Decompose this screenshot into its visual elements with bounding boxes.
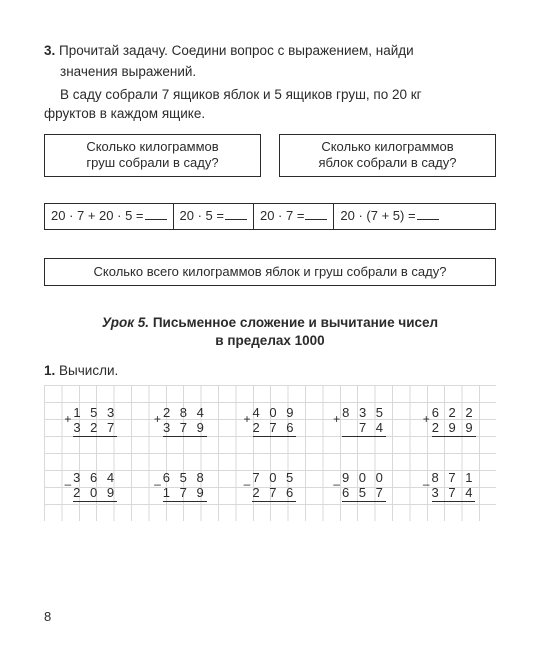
operand-top: 6 5 8 <box>163 471 207 486</box>
operands: 8 7 13 7 4 <box>432 471 476 503</box>
operand-bottom: 2 7 6 <box>252 486 296 503</box>
arithmetic-problem: –6 5 81 7 9 <box>154 471 207 503</box>
page-number: 8 <box>44 608 51 626</box>
problems-container: +1 5 33 2 7+2 8 43 7 9+4 0 92 7 6+8 3 57… <box>44 385 496 521</box>
operand-top: 7 0 5 <box>252 471 296 486</box>
expressions-row: 20 · 7 + 20 · 5 = 20 · 5 = 20 · 7 = 20 ·… <box>44 203 496 229</box>
expr-cell-3: 20 · 7 = <box>254 204 334 228</box>
q2-line1: Сколько килограммов <box>286 139 489 156</box>
expr-cell-2: 20 · 5 = <box>174 204 254 228</box>
question-box-total: Сколько всего килограммов яблок и груш с… <box>44 258 496 286</box>
operand-bottom: 3 7 9 <box>163 421 207 438</box>
operation-sign: – <box>244 471 253 492</box>
q2-line2: яблок собрали в саду? <box>286 155 489 172</box>
task3-problem-line2: фруктов в каждом ящике. <box>44 105 496 124</box>
task3-number: 3. <box>44 43 55 58</box>
page: 3. Прочитай задачу. Соедини вопрос с выр… <box>0 0 540 648</box>
operand-top: 3 6 4 <box>73 471 117 486</box>
q1-line1: Сколько килограммов <box>51 139 254 156</box>
arithmetic-problem: –7 0 52 7 6 <box>244 471 297 503</box>
operation-sign: + <box>64 406 73 427</box>
task3-instruction-text: Прочитай задачу. Соедини вопрос с выраже… <box>59 43 414 58</box>
arithmetic-problem: –3 6 42 0 9 <box>64 471 117 503</box>
operand-bottom: 6 5 7 <box>342 486 386 503</box>
operand-top: 4 0 9 <box>253 406 297 421</box>
expr2-blank[interactable] <box>225 219 247 220</box>
operands: 6 5 81 7 9 <box>163 471 207 503</box>
q3-text: Сколько всего килограммов яблок и груш с… <box>94 264 447 279</box>
operands: 9 0 06 5 7 <box>342 471 386 503</box>
arithmetic-problem: +2 8 43 7 9 <box>154 406 207 438</box>
operand-bottom: 3 7 4 <box>432 486 476 503</box>
expr1-blank[interactable] <box>145 219 167 220</box>
expr3-text: 20 · 7 = <box>260 208 304 223</box>
operand-top: 2 8 4 <box>163 406 207 421</box>
arithmetic-problem: –9 0 06 5 7 <box>333 471 386 503</box>
arithmetic-problem: –8 7 13 7 4 <box>423 471 476 503</box>
task1-heading: 1. Вычисли. <box>44 362 496 381</box>
operation-sign: + <box>423 406 432 427</box>
operand-top: 8 3 5 <box>342 406 386 421</box>
operands: 3 6 42 0 9 <box>73 471 117 503</box>
operand-top: 6 2 2 <box>432 406 476 421</box>
lesson-prefix: Урок 5. <box>102 315 149 330</box>
lesson-line1: Письменное сложение и вычитание чисел <box>149 315 438 330</box>
arithmetic-problem: +4 0 92 7 6 <box>244 406 297 438</box>
expr-cell-1: 20 · 7 + 20 · 5 = <box>45 204 174 228</box>
operands: 6 2 22 9 9 <box>432 406 476 438</box>
expr-cell-4: 20 · (7 + 5) = <box>334 204 444 228</box>
expr1-text: 20 · 7 + 20 · 5 = <box>51 208 144 223</box>
operation-sign: – <box>154 471 163 492</box>
task1-number: 1. <box>44 363 55 378</box>
operation-sign: + <box>154 406 163 427</box>
operands: 1 5 33 2 7 <box>73 406 117 438</box>
operand-top: 1 5 3 <box>73 406 117 421</box>
operand-bottom: 1 7 9 <box>163 486 207 503</box>
operand-bottom: 2 7 6 <box>253 421 297 438</box>
task3-instruction: 3. Прочитай задачу. Соедини вопрос с выр… <box>44 42 496 61</box>
task3-problem-line1: В саду собрали 7 ящиков яблок и 5 ящиков… <box>44 86 496 105</box>
operands: 7 0 52 7 6 <box>252 471 296 503</box>
lesson-line2: в пределах 1000 <box>215 333 324 348</box>
expr4-text: 20 · (7 + 5) = <box>340 208 415 223</box>
task1-label: Вычисли. <box>59 363 118 378</box>
expr4-blank[interactable] <box>417 219 439 220</box>
problem-row-2: –3 6 42 0 9–6 5 81 7 9–7 0 52 7 6–9 0 06… <box>44 471 496 503</box>
operands: 8 3 57 4 <box>342 406 386 438</box>
arithmetic-problem: +6 2 22 9 9 <box>423 406 476 438</box>
operation-sign: + <box>333 406 342 427</box>
operand-bottom: 3 2 7 <box>73 421 117 438</box>
expr2-text: 20 · 5 = <box>180 208 224 223</box>
operand-top: 8 7 1 <box>432 471 476 486</box>
lesson-title: Урок 5. Письменное сложение и вычитание … <box>44 314 496 350</box>
arithmetic-problem: +8 3 57 4 <box>333 406 386 438</box>
operand-top: 9 0 0 <box>342 471 386 486</box>
operand-bottom: 2 0 9 <box>73 486 117 503</box>
operands: 2 8 43 7 9 <box>163 406 207 438</box>
operation-sign: – <box>423 471 432 492</box>
question-box-apples: Сколько килограммов яблок собрали в саду… <box>279 134 496 178</box>
problem-row-1: +1 5 33 2 7+2 8 43 7 9+4 0 92 7 6+8 3 57… <box>44 406 496 438</box>
operation-sign: – <box>64 471 73 492</box>
task3-instruction-cont: значения выражений. <box>44 63 496 82</box>
q1-line2: груш собрали в саду? <box>51 155 254 172</box>
calculation-grid: +1 5 33 2 7+2 8 43 7 9+4 0 92 7 6+8 3 57… <box>44 385 496 521</box>
operation-sign: – <box>333 471 342 492</box>
expr3-blank[interactable] <box>305 219 327 220</box>
arithmetic-problem: +1 5 33 2 7 <box>64 406 117 438</box>
question-box-pears: Сколько килограммов груш собрали в саду? <box>44 134 261 178</box>
operand-bottom: 2 9 9 <box>432 421 476 438</box>
operation-sign: + <box>244 406 253 427</box>
operands: 4 0 92 7 6 <box>253 406 297 438</box>
operand-bottom: 7 4 <box>342 421 386 438</box>
question-boxes-row: Сколько килограммов груш собрали в саду?… <box>44 134 496 178</box>
